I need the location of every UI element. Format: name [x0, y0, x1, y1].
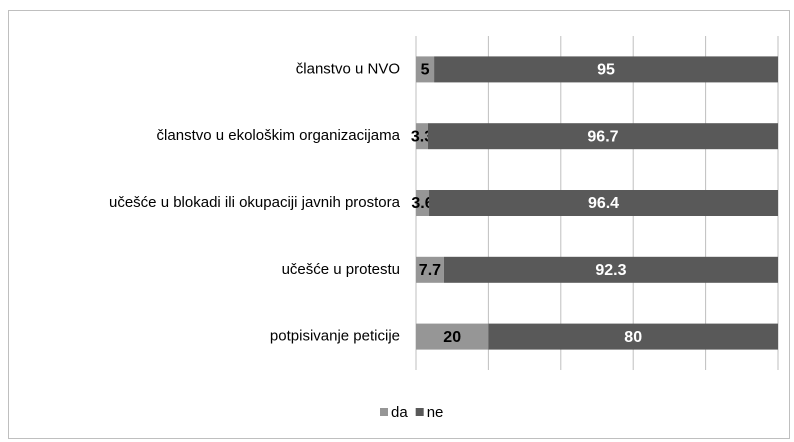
value-label: 3.6	[411, 195, 433, 212]
bar-segment	[429, 190, 778, 216]
bar-segment	[488, 323, 778, 350]
value-label: 5	[421, 62, 430, 79]
category-label: potpisivanje peticije	[270, 328, 400, 345]
bar-segment	[443, 256, 778, 283]
legend-label: da	[391, 404, 408, 421]
legend-label: ne	[427, 404, 444, 421]
bar-segment	[416, 56, 435, 83]
category-label: učešće u blokadi ili okupaciji javnih pr…	[109, 194, 401, 211]
bar-segment	[416, 190, 430, 216]
value-label: 3.3	[411, 128, 433, 145]
value-label: 96.4	[588, 195, 619, 212]
value-label: 80	[624, 329, 642, 346]
category-label: učešće u protestu	[282, 261, 400, 278]
bar-segment	[427, 123, 778, 150]
value-label: 20	[443, 329, 461, 346]
value-label: 7.7	[419, 262, 441, 279]
category-label: članstvo u NVO	[296, 60, 400, 77]
category-label: članstvo u ekološkim organizacijama	[157, 127, 401, 144]
legend-swatch	[380, 408, 388, 416]
value-label: 96.7	[587, 128, 618, 145]
bar-segment	[434, 56, 778, 83]
value-label: 95	[597, 62, 615, 79]
bar-segment	[416, 123, 428, 150]
bar-segment	[416, 323, 489, 350]
bar-segment	[416, 256, 444, 283]
value-label: 92.3	[595, 262, 626, 279]
legend-swatch	[415, 408, 424, 416]
